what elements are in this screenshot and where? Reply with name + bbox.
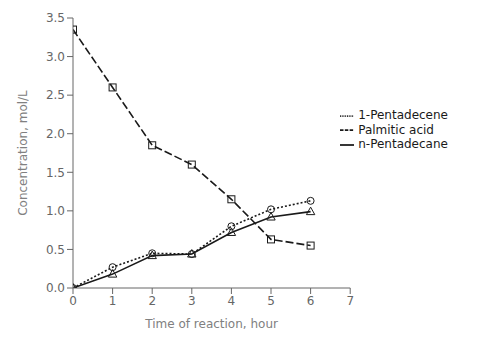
svg-text:7: 7 <box>346 294 354 308</box>
svg-text:2.5: 2.5 <box>46 88 65 102</box>
svg-text:4: 4 <box>228 294 236 308</box>
svg-text:3.5: 3.5 <box>46 11 65 25</box>
svg-text:0.0: 0.0 <box>46 281 65 295</box>
svg-text:0.5: 0.5 <box>46 243 65 257</box>
html-text:Palmitic acid: Palmitic acid <box>358 122 434 137</box>
svg-text:5: 5 <box>267 294 275 308</box>
svg-text:Concentration, mol/L: Concentration, mol/L <box>16 90 30 216</box>
svg-text:3: 3 <box>188 294 196 308</box>
svg-text:0: 0 <box>69 294 77 308</box>
svg-text:3.0: 3.0 <box>46 50 65 64</box>
html-text:1-Pentadecene: 1-Pentadecene <box>358 108 448 122</box>
svg-text:2: 2 <box>148 294 156 308</box>
svg-text:1.0: 1.0 <box>46 204 65 218</box>
svg-text:2.0: 2.0 <box>46 127 65 141</box>
svg-text:6: 6 <box>307 294 315 308</box>
svg-text:Time of reaction, hour: Time of reaction, hour <box>144 317 278 331</box>
html-text:n-Pentadecane: n-Pentadecane <box>358 137 448 151</box>
svg-text:1.5: 1.5 <box>46 166 65 180</box>
svg-text:1: 1 <box>109 294 117 308</box>
